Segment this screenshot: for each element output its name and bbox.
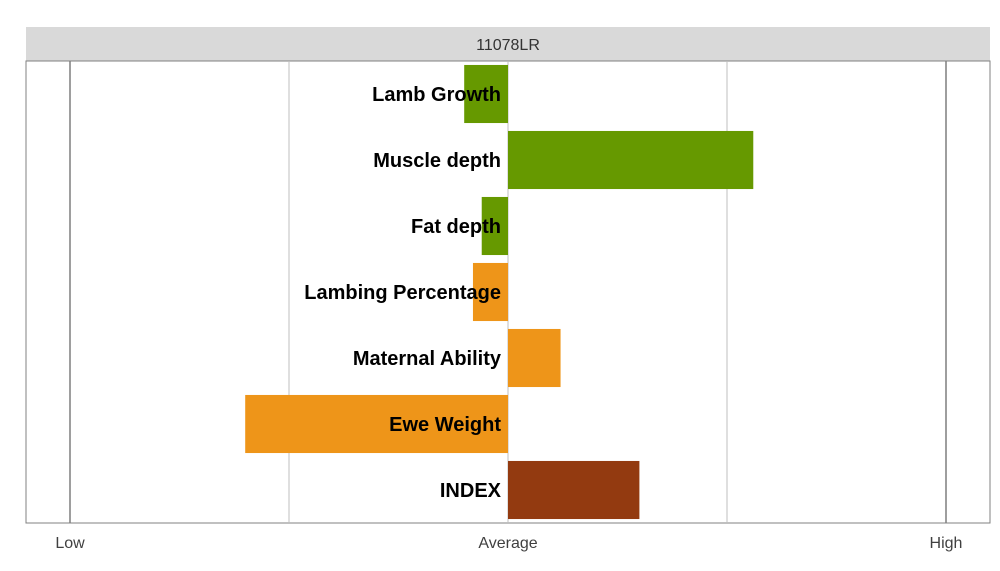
bar-label: Ewe Weight	[389, 414, 501, 436]
bar	[245, 394, 508, 454]
x-tick-label: Average	[478, 535, 537, 552]
bar-label: Fat depth	[411, 216, 501, 238]
bar-label: Muscle depth	[373, 150, 501, 172]
x-tick-label: Low	[55, 535, 85, 552]
bar	[508, 460, 640, 520]
bar	[464, 64, 508, 124]
strip-background	[26, 27, 990, 61]
bar	[508, 328, 561, 388]
x-tick-labels: Low Average High	[55, 535, 962, 552]
bar	[481, 196, 508, 256]
bar-label: INDEX	[440, 480, 502, 502]
bar-label: Lambing Percentage	[304, 282, 501, 304]
bar-label: Lamb Growth	[372, 84, 501, 106]
bar-label: Maternal Ability	[353, 348, 502, 370]
x-tick-label: High	[930, 535, 963, 552]
chart-title: 11078LR	[476, 37, 540, 54]
bars	[245, 64, 754, 520]
bar	[508, 130, 754, 190]
category-labels: Lamb Growth Muscle depth Fat depth Lambing …	[304, 84, 502, 502]
bar	[472, 262, 508, 322]
